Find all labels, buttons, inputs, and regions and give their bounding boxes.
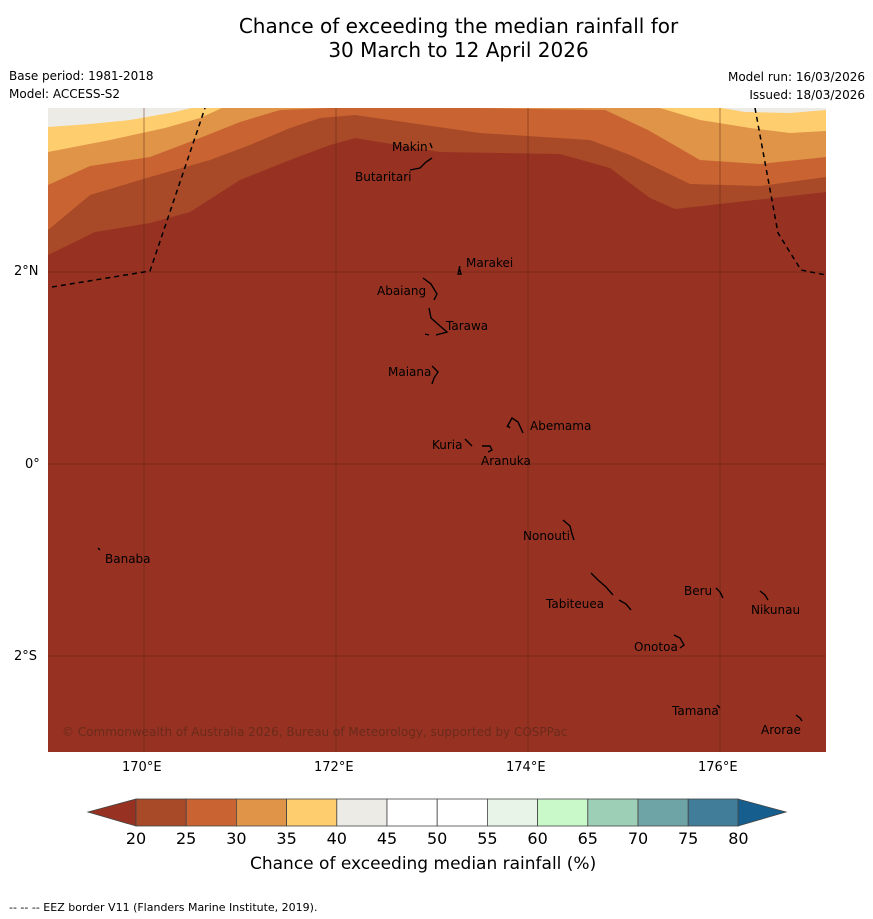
lat-label-2s: 2°S (14, 649, 38, 664)
colorbar-tick-label: 80 (728, 829, 749, 848)
colorbar-segment (687, 798, 739, 827)
island-nonouti (562, 519, 575, 541)
issued-date: Issued: 18/03/2026 (749, 88, 865, 102)
colorbar-segment (637, 798, 689, 827)
island-tamana (716, 704, 721, 709)
island-marakei (457, 265, 462, 275)
colorbar-segment (537, 798, 589, 827)
colorbar-segment (185, 798, 237, 827)
place-label: Abaiang (377, 284, 426, 298)
colorbar-segments (135, 798, 739, 827)
colorbar-tick-label: 25 (176, 829, 197, 848)
graticule (48, 108, 826, 752)
colorbar-label: Chance of exceeding median rainfall (%) (250, 854, 597, 874)
field-band-40-45 (48, 108, 192, 127)
colorbar-tick-label: 50 (427, 829, 448, 848)
place-label: Abemama (530, 419, 591, 433)
island-tarawa (424, 307, 449, 336)
island-tabiteuea (590, 572, 632, 611)
eez-border-east (754, 108, 826, 276)
place-label: Aranuka (481, 454, 531, 468)
colorbar-segment (135, 798, 187, 827)
island-onotoa (673, 634, 685, 649)
colorbar-segment (386, 798, 438, 827)
place-label: Beru (684, 584, 712, 598)
islands (97, 142, 803, 722)
colorbar-segment (436, 798, 488, 827)
colorbar-tick-label: 55 (477, 829, 498, 848)
place-label: Nikunau (751, 603, 800, 617)
island-abaiang (422, 277, 438, 301)
place-label: Makin (392, 140, 428, 154)
model-name: Model: ACCESS-S2 (9, 87, 121, 101)
island-nikunau (759, 590, 769, 601)
colorbar-over-arrow (737, 798, 788, 827)
colorbar-segment (587, 798, 639, 827)
place-label: Tabiteuea (545, 597, 604, 611)
island-kuria (464, 438, 473, 447)
field-band-40-45-east (721, 108, 826, 113)
place-label: Nonouti (523, 529, 570, 543)
island-butaritari (409, 157, 433, 171)
colorbar-tick-label: 60 (527, 829, 548, 848)
colorbar-segment (336, 798, 388, 827)
island-beru (715, 587, 724, 599)
field-band-25-30 (48, 108, 826, 230)
colorbar-tick-label: 35 (276, 829, 297, 848)
colorbar-tick-label: 20 (125, 829, 147, 848)
colorbar-segment (286, 798, 338, 827)
colorbar (86, 798, 788, 827)
colorbar-tick-label: 45 (376, 829, 398, 848)
colorbar-tick-label: 75 (678, 829, 699, 848)
colorbar-tick-label: 40 (326, 829, 347, 848)
island-aranuka (482, 445, 493, 453)
place-label: Marakei (466, 256, 513, 270)
island-makin (429, 142, 433, 149)
colorbar-under-arrow (86, 798, 137, 827)
lat-label-2n: 2°N (14, 264, 39, 279)
lon-label-172e: 172°E (314, 760, 354, 775)
lon-label-170e: 170°E (122, 760, 162, 775)
map-title-line2: 30 March to 12 April 2026 (328, 38, 589, 62)
lon-label-176e: 176°E (698, 760, 738, 775)
colorbar-tick-label: 70 (627, 829, 649, 848)
island-maiana (431, 365, 439, 385)
copyright-notice: © Commonwealth of Australia 2026, Bureau… (62, 725, 567, 739)
place-label: Banaba (105, 552, 151, 566)
island-banaba (97, 547, 101, 551)
place-label: Tarawa (445, 319, 488, 333)
island-abemama (506, 416, 524, 434)
eez-legend-footer: -- -- -- EEZ border V11 (Flanders Marine… (9, 901, 318, 914)
probability-field: Makin Butaritari Marakei Abaiang Tarawa … (48, 108, 826, 752)
place-label: Tamana (671, 704, 719, 718)
colorbar-tick-label: 65 (577, 829, 598, 848)
eez-border-west (51, 108, 206, 288)
place-label: Kuria (432, 438, 463, 452)
lat-label-0: 0° (25, 457, 40, 472)
place-label: Onotoa (634, 640, 678, 654)
base-period: Base period: 1981-2018 (9, 69, 154, 83)
lon-label-174e: 174°E (506, 760, 546, 775)
colorbar-segment (235, 798, 287, 827)
colorbar-tick-label: 30 (226, 829, 247, 848)
eez-border (51, 108, 826, 288)
place-labels: Makin Butaritari Marakei Abaiang Tarawa … (105, 140, 801, 737)
model-run-date: Model run: 16/03/2026 (727, 70, 865, 84)
map-title-line1: Chance of exceeding the median rainfall … (238, 14, 679, 38)
colorbar-segment (486, 798, 538, 827)
island-arorae (795, 714, 803, 722)
place-label: Maiana (388, 365, 431, 379)
place-label: Butaritari (355, 170, 412, 184)
place-label: Arorae (761, 723, 801, 737)
